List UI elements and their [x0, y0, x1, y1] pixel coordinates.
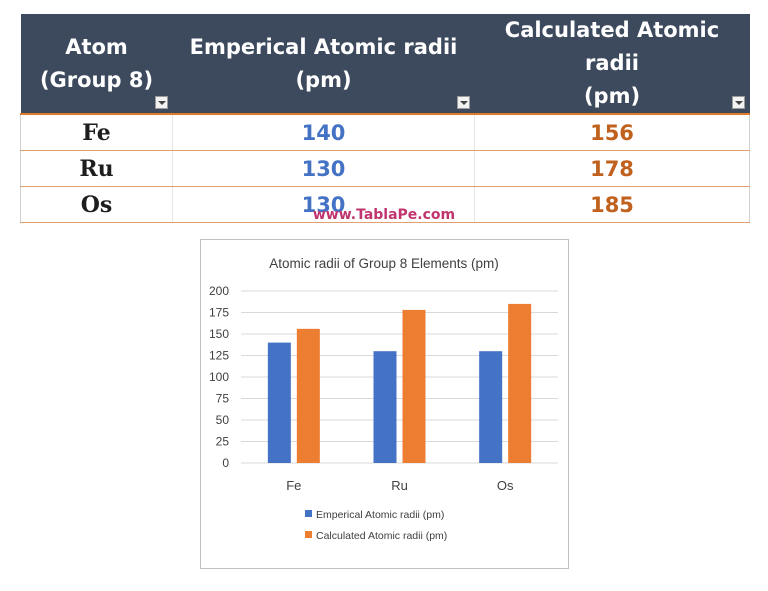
- bar: [296, 328, 320, 463]
- y-tick-label: 50: [216, 413, 230, 427]
- legend-swatch: [305, 510, 312, 517]
- legend-label: Calculated Atomic radii (pm): [316, 530, 447, 542]
- header-calculated-line2: (pm): [583, 84, 641, 108]
- y-tick-label: 25: [216, 435, 230, 449]
- table-row: Os 130 185: [20, 186, 750, 223]
- cell-calculated: 185: [474, 186, 750, 223]
- cell-empirical: 140: [172, 114, 475, 151]
- header-atom: Atom (Group 8): [20, 14, 173, 115]
- x-tick-label: Fe: [286, 478, 301, 493]
- x-tick-label: Ru: [391, 478, 408, 493]
- filter-dropdown-icon[interactable]: [154, 96, 168, 109]
- header-atom-line1: Atom: [65, 34, 128, 59]
- bar: [508, 303, 532, 463]
- chart-container: Atomic radii of Group 8 Elements (pm) 0 25…: [200, 239, 569, 569]
- cell-calculated: 178: [474, 150, 750, 187]
- bar: [267, 342, 291, 463]
- bar: [402, 309, 426, 463]
- y-tick-label: 200: [209, 284, 229, 298]
- x-tick-label: Os: [497, 478, 514, 493]
- y-tick-label: 125: [209, 349, 229, 363]
- cell-atom: Os: [20, 186, 173, 223]
- bar: [479, 351, 503, 463]
- cell-calculated: 156: [474, 114, 750, 151]
- header-atom-line2: (Group 8): [39, 67, 154, 92]
- cell-atom: Fe: [20, 114, 173, 151]
- watermark-text: www.TablaPe.com: [312, 207, 456, 223]
- cell-atom: Ru: [20, 150, 173, 187]
- cell-empirical: 130: [172, 150, 475, 187]
- filter-dropdown-icon[interactable]: [456, 96, 470, 109]
- y-tick-label: 150: [209, 327, 229, 341]
- legend-swatch: [305, 531, 312, 538]
- bar-chart: Atomic radii of Group 8 Elements (pm) 0 25…: [209, 256, 558, 542]
- cell-empirical: 130: [172, 186, 475, 223]
- bar: [373, 351, 397, 463]
- legend-label: Emperical Atomic radii (pm): [316, 509, 444, 521]
- y-tick-label: 75: [216, 392, 230, 406]
- header-calculated-line1: Calculated Atomic radii: [504, 18, 720, 75]
- table-header-row: Atom (Group 8) Emperical Atomic radii (p…: [20, 14, 750, 115]
- header-empirical-line2: (pm): [295, 67, 352, 92]
- table-row: Fe 140 156: [20, 114, 750, 151]
- y-tick-label: 0: [222, 456, 229, 470]
- chart-title: Atomic radii of Group 8 Elements (pm): [269, 256, 499, 271]
- atomic-radii-table: Atom (Group 8) Emperical Atomic radii (p…: [20, 14, 750, 223]
- header-calculated: Calculated Atomic radii (pm): [474, 14, 750, 115]
- header-empirical-line1: Emperical Atomic radii: [189, 34, 458, 59]
- y-tick-label: 175: [209, 306, 229, 320]
- filter-dropdown-icon[interactable]: [731, 96, 745, 109]
- table-row: Ru 130 178: [20, 150, 750, 187]
- header-empirical: Emperical Atomic radii (pm): [172, 14, 475, 115]
- y-tick-label: 100: [209, 370, 229, 384]
